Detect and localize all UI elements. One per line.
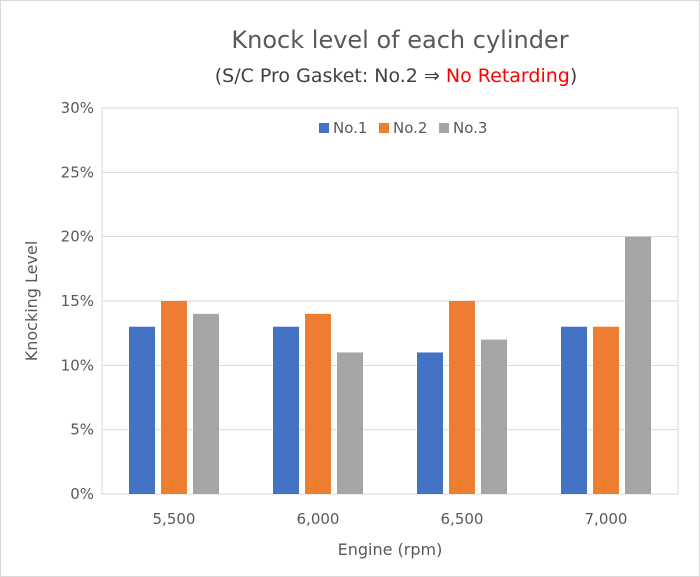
bar-no3	[337, 352, 363, 494]
bar-no1	[417, 352, 443, 494]
legend: No.1 No.2 No.3	[319, 119, 487, 137]
bars	[129, 236, 651, 494]
y-tick-label: 20%	[61, 228, 94, 246]
x-tick-label: 5,500	[153, 510, 196, 528]
y-tick-label: 15%	[61, 292, 94, 310]
legend-label: No.1	[333, 119, 367, 137]
chart-subtitle: (S/C Pro Gasket: No.2 ⇒ No Retarding)	[215, 65, 578, 87]
x-tick-label: 6,500	[441, 510, 484, 528]
bar-no2	[593, 326, 619, 494]
subtitle-prefix: (S/C Pro Gasket: No.2 ⇒	[215, 65, 446, 87]
subtitle-suffix: )	[570, 65, 577, 87]
bar-no3	[481, 339, 507, 494]
legend-swatch	[379, 123, 389, 133]
legend-swatch	[439, 123, 449, 133]
bar-no3	[625, 236, 651, 494]
x-tick-label: 7,000	[585, 510, 628, 528]
chart-title: Knock level of each cylinder	[231, 26, 568, 54]
bar-no1	[273, 326, 299, 494]
x-axis-title: Engine (rpm)	[338, 540, 443, 559]
bar-no2	[449, 301, 475, 494]
subtitle-highlight: No Retarding	[446, 65, 570, 87]
y-axis-ticks: 0% 5% 10% 15% 20% 25% 30%	[61, 99, 94, 503]
bar-no2	[305, 313, 331, 494]
legend-swatch	[319, 123, 329, 133]
y-tick-label: 0%	[70, 485, 94, 503]
bar-no3	[193, 313, 219, 494]
y-tick-label: 5%	[70, 421, 94, 439]
legend-label: No.2	[393, 119, 427, 137]
x-tick-label: 6,000	[297, 510, 340, 528]
bar-no1	[129, 326, 155, 494]
bar-no2	[161, 301, 187, 494]
y-tick-label: 30%	[61, 99, 94, 117]
legend-label: No.3	[453, 119, 487, 137]
y-tick-label: 25%	[61, 163, 94, 181]
y-tick-label: 10%	[61, 356, 94, 374]
x-axis-ticks: 5,500 6,000 6,500 7,000	[153, 510, 628, 528]
bar-no1	[561, 326, 587, 494]
y-axis-title: Knocking Level	[22, 241, 41, 362]
